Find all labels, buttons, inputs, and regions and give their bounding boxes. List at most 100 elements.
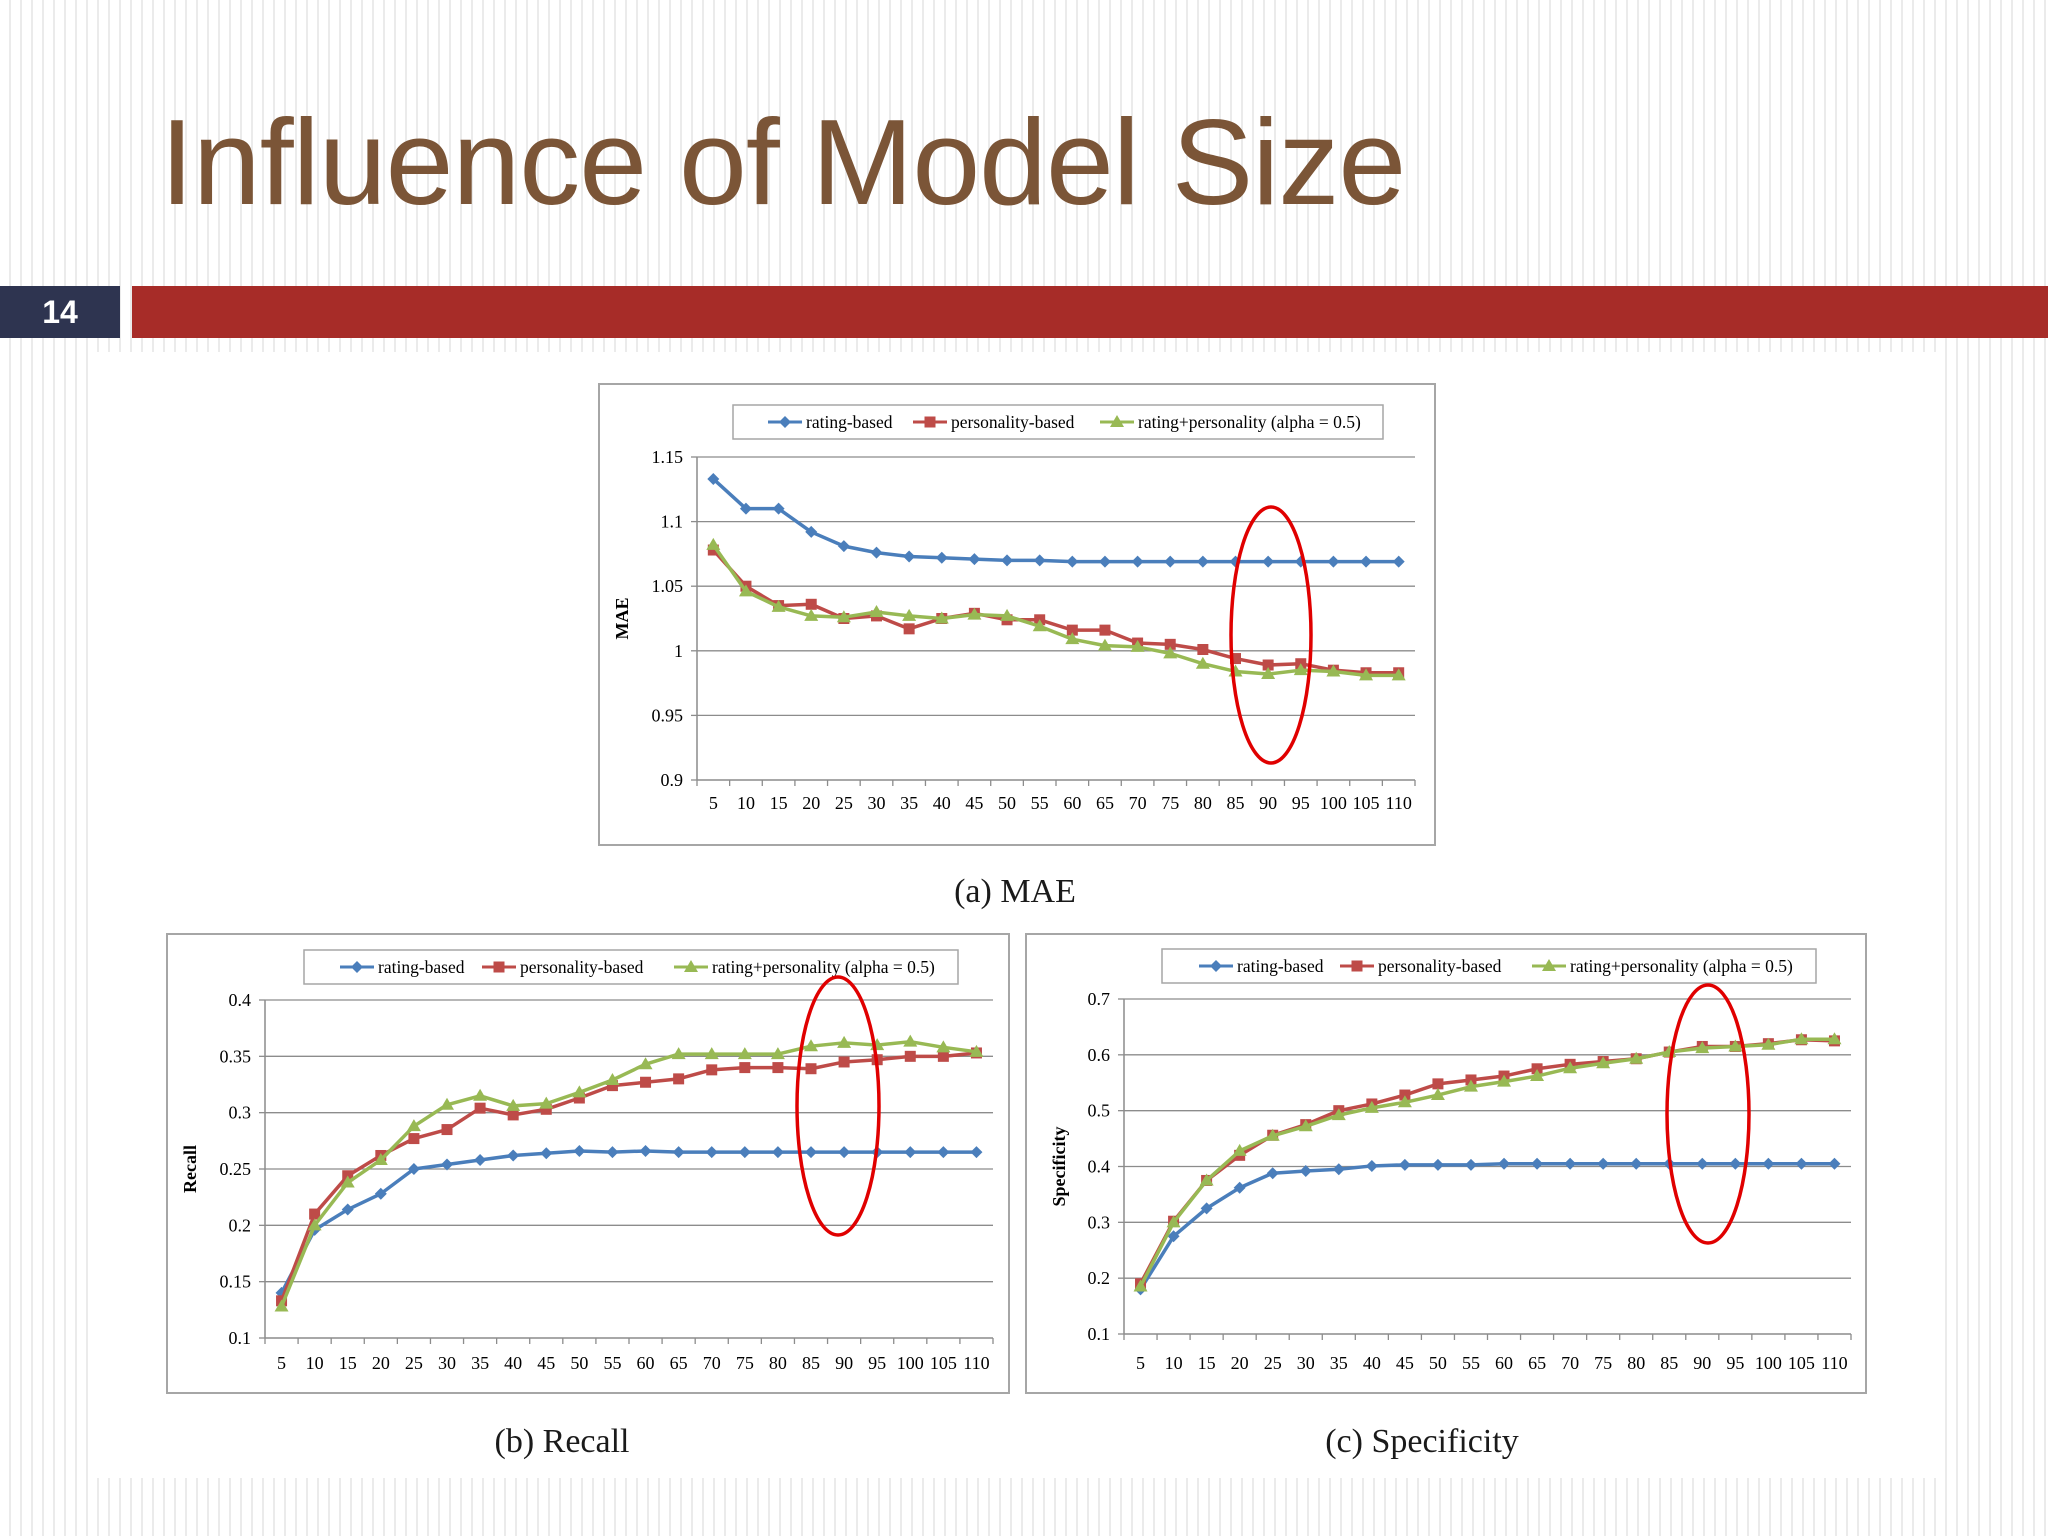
data-point	[739, 1062, 751, 1074]
data-point	[1463, 1079, 1478, 1092]
x-tick-label: 50	[1429, 1353, 1447, 1373]
y-tick-label: 1.15	[652, 447, 684, 467]
x-tick-label: 5	[1136, 1353, 1145, 1373]
legend-swatch-marker	[1351, 960, 1363, 972]
legend-swatch-marker	[924, 416, 936, 428]
x-tick-label: 25	[1264, 1353, 1282, 1373]
data-point	[1293, 663, 1308, 676]
data-point	[1359, 668, 1374, 681]
data-point	[1099, 624, 1111, 636]
x-tick-label: 70	[1561, 1353, 1579, 1373]
data-point	[1597, 1157, 1610, 1170]
data-point	[869, 605, 884, 618]
data-point	[1695, 1041, 1710, 1054]
data-point	[1531, 1157, 1544, 1170]
data-point	[805, 1063, 817, 1075]
data-point	[1432, 1078, 1444, 1090]
data-point	[640, 1076, 652, 1088]
legend-swatch-marker	[1542, 959, 1556, 971]
x-tick-label: 85	[802, 1353, 820, 1373]
data-point	[1265, 1128, 1280, 1141]
data-point	[837, 540, 850, 553]
data-point	[374, 1187, 387, 1200]
y-tick-label: 0.95	[652, 705, 684, 725]
data-point	[1000, 608, 1015, 621]
x-tick-label: 10	[306, 1353, 324, 1373]
x-tick-label: 70	[703, 1353, 721, 1373]
x-tick-label: 35	[900, 793, 918, 813]
data-point	[705, 1146, 718, 1159]
data-point	[937, 1050, 949, 1062]
y-tick-label: 0.15	[220, 1272, 252, 1292]
data-point	[1498, 1157, 1511, 1170]
x-tick-label: 50	[998, 793, 1016, 813]
x-tick-label: 90	[835, 1353, 853, 1373]
data-point	[373, 1152, 388, 1165]
x-tick-label: 105	[1788, 1353, 1815, 1373]
data-point	[1365, 1159, 1378, 1172]
x-tick-label: 90	[1693, 1353, 1711, 1373]
data-point	[638, 1057, 653, 1070]
x-tick-label: 110	[963, 1353, 989, 1373]
data-point	[1399, 1089, 1411, 1101]
data-point	[1332, 1163, 1345, 1176]
data-point	[1066, 555, 1079, 568]
highlight-ellipse	[1229, 505, 1313, 765]
data-point	[836, 610, 851, 623]
data-point	[1166, 1215, 1181, 1228]
x-tick-label: 80	[1627, 1353, 1645, 1373]
data-point	[539, 1096, 554, 1109]
y-tick-label: 0.9	[661, 770, 684, 790]
data-point	[407, 1163, 420, 1175]
x-tick-label: 5	[709, 793, 718, 813]
data-point	[671, 1047, 686, 1060]
x-tick-label: 75	[1161, 793, 1179, 813]
data-point	[1262, 659, 1274, 671]
data-point	[738, 1146, 751, 1159]
x-tick-label: 30	[868, 793, 886, 813]
legend-box	[303, 949, 959, 985]
x-tick-label: 65	[1096, 793, 1114, 813]
data-point	[1163, 646, 1178, 659]
x-tick-label: 30	[438, 1353, 456, 1373]
y-tick-label: 0.35	[220, 1046, 252, 1066]
data-point	[1266, 1167, 1279, 1180]
data-point	[1497, 1074, 1512, 1087]
data-point	[1327, 555, 1340, 568]
x-tick-label: 95	[1292, 793, 1310, 813]
data-point	[903, 1034, 918, 1047]
x-tick-label: 30	[1297, 1353, 1315, 1373]
data-point	[870, 546, 883, 559]
y-tick-label: 0.2	[1088, 1268, 1111, 1288]
x-tick-label: 95	[1726, 1353, 1744, 1373]
slide-number: 14	[0, 286, 120, 338]
data-point	[673, 1073, 685, 1085]
data-point	[507, 1149, 520, 1162]
chart-caption: (b) Recall	[495, 1423, 630, 1460]
x-tick-label: 35	[471, 1353, 489, 1373]
series-line-1	[1139, 1161, 1835, 1291]
chart-3: 0.1 0.2 0.3 0.4 0.5 0.6 0.7 5 10 15 20 25 30 35 40 45 50…	[1025, 933, 1867, 1460]
y-axis-title: Specificity	[1049, 1127, 1069, 1207]
data-point	[706, 537, 721, 550]
x-tick-label: 80	[769, 1353, 787, 1373]
data-point	[904, 1146, 917, 1159]
series-line-3	[711, 543, 1399, 678]
y-tick-label: 1.05	[652, 576, 684, 596]
y-axis-title: Recall	[180, 1145, 200, 1193]
legend-label: personality-based	[951, 412, 1075, 432]
data-point	[805, 598, 817, 610]
legend-label: personality-based	[1378, 956, 1502, 976]
x-tick-label: 60	[1495, 1353, 1513, 1373]
x-tick-label: 40	[933, 793, 951, 813]
legend-label: rating+personality (alpha = 0.5)	[712, 957, 935, 977]
data-point	[1596, 1056, 1611, 1069]
legend-swatch-marker	[779, 416, 791, 428]
data-point	[1761, 1037, 1776, 1050]
series-line-1	[279, 1149, 977, 1294]
data-point	[1164, 555, 1177, 568]
data-point	[605, 1072, 620, 1085]
data-point	[1431, 1158, 1444, 1171]
x-tick-label: 55	[1031, 793, 1049, 813]
data-point	[473, 1088, 488, 1101]
